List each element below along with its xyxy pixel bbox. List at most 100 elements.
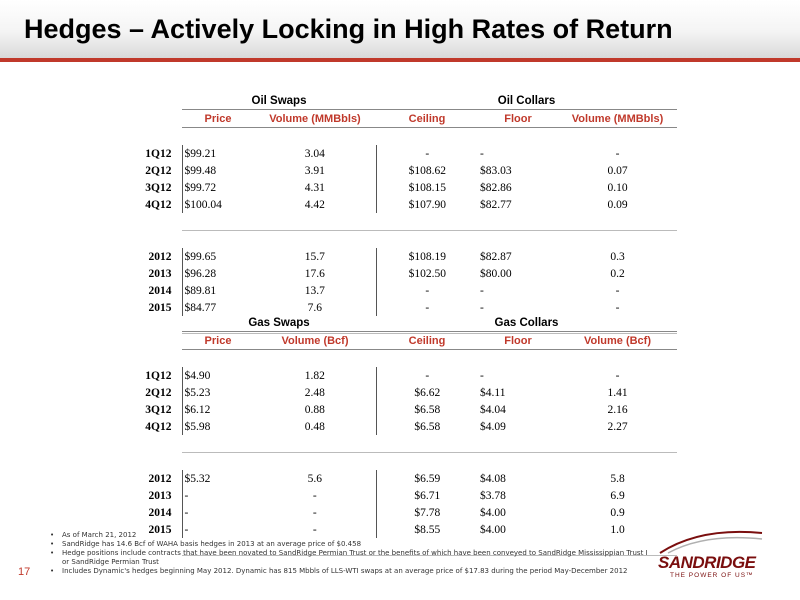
row-label: 3Q12 bbox=[145, 181, 172, 194]
table-row: 2014 $89.81 13.7- - - bbox=[127, 282, 677, 299]
footnotes: As of March 21, 2012 SandRidge has 14.6 … bbox=[50, 531, 650, 576]
table-row: 2Q12 $99.48 3.91 $108.62 $83.03 0.07 bbox=[127, 162, 677, 179]
collar-ceiling-cell: - bbox=[375, 282, 478, 299]
collar-volume-cell: 0.9 bbox=[610, 506, 625, 519]
collar-ceiling-cell: $107.90 bbox=[375, 196, 478, 213]
collar-volume-cell: 0.10 bbox=[607, 181, 628, 194]
table-row: 2012 $5.32 5.6 $6.59 $4.08 5.8 bbox=[127, 470, 677, 487]
collar-ceiling-cell: $108.19 bbox=[375, 248, 478, 265]
row-label: 2Q12 bbox=[145, 164, 172, 177]
collar-floor-cell: $4.00 bbox=[480, 506, 506, 519]
swap-price-cell: - bbox=[181, 504, 254, 521]
row-label: 2Q12 bbox=[145, 386, 172, 399]
collar-floor-cell: - bbox=[480, 369, 484, 382]
swap-price-cell: $4.90 bbox=[181, 367, 254, 384]
page-title: Hedges – Actively Locking in High Rates … bbox=[24, 14, 673, 44]
gas-column-header-row: Price Volume (Bcf) Ceiling Floor Volume … bbox=[127, 331, 677, 350]
row-label: 1Q12 bbox=[145, 147, 172, 160]
swap-price-cell: $99.48 bbox=[181, 162, 254, 179]
row-label: 2012 bbox=[148, 250, 172, 263]
collar-floor-cell: $4.04 bbox=[480, 403, 506, 416]
swap-volume-cell: 4.31 bbox=[304, 181, 325, 194]
collar-floor-cell: - bbox=[480, 301, 484, 314]
footnote: Includes Dynamic's hedges beginning May … bbox=[50, 567, 650, 576]
swap-price-cell: $96.28 bbox=[181, 265, 254, 282]
row-label: 2014 bbox=[148, 284, 172, 297]
table-row: 2014- - $7.78 $4.00 0.9 bbox=[127, 504, 677, 521]
collar-ceiling-cell: $6.62 bbox=[375, 384, 478, 401]
column-header: Ceiling bbox=[376, 109, 478, 128]
swap-price-cell: $99.65 bbox=[181, 248, 254, 265]
swap-volume-cell: 17.6 bbox=[304, 267, 325, 280]
swap-price-cell: $89.81 bbox=[181, 282, 254, 299]
swap-volume-cell: 7.6 bbox=[307, 301, 322, 314]
collar-volume-cell: 0.3 bbox=[610, 250, 625, 263]
swap-price-cell: $6.12 bbox=[181, 401, 254, 418]
column-header: Volume (MMBbls) bbox=[558, 109, 678, 128]
collar-volume-cell: 2.27 bbox=[607, 420, 628, 433]
collar-ceiling-cell: $7.78 bbox=[375, 504, 478, 521]
swap-price-cell: $5.23 bbox=[181, 384, 254, 401]
oil-swaps-group-label: Oil Swaps bbox=[182, 92, 376, 110]
row-label: 4Q12 bbox=[145, 420, 172, 433]
column-header: Price bbox=[182, 331, 254, 350]
oil-collars-group-label: Oil Collars bbox=[376, 92, 678, 110]
swap-volume-cell: - bbox=[312, 506, 317, 519]
swap-price-cell: - bbox=[181, 487, 254, 504]
swap-price-cell: $99.21 bbox=[181, 145, 254, 162]
collar-volume-cell: - bbox=[615, 369, 620, 382]
gas-collars-group-label: Gas Collars bbox=[376, 314, 677, 332]
table-row: 1Q12 $4.90 1.82- - - bbox=[127, 367, 677, 384]
row-label: 2012 bbox=[148, 472, 172, 485]
table-row: 1Q12 $99.21 3.04- - - bbox=[127, 145, 677, 162]
row-label: 4Q12 bbox=[145, 198, 172, 211]
swap-price-cell: $84.77 bbox=[181, 299, 254, 316]
collar-volume-cell: - bbox=[615, 284, 620, 297]
collar-floor-cell: $80.00 bbox=[480, 267, 512, 280]
collar-volume-cell: 0.09 bbox=[607, 198, 628, 211]
collar-floor-cell: - bbox=[480, 147, 484, 160]
collar-volume-cell: 6.9 bbox=[610, 489, 625, 502]
swap-price-cell: $5.98 bbox=[181, 418, 254, 435]
swap-volume-cell: 13.7 bbox=[304, 284, 325, 297]
swap-volume-cell: - bbox=[312, 489, 317, 502]
swap-volume-cell: 15.7 bbox=[304, 250, 325, 263]
swap-volume-cell: 0.88 bbox=[304, 403, 325, 416]
collar-ceiling-cell: $6.59 bbox=[375, 470, 478, 487]
collar-ceiling-cell: $6.58 bbox=[375, 401, 478, 418]
table-row: 2012 $99.65 15.7 $108.19 $82.87 0.3 bbox=[127, 248, 677, 265]
table-row: 3Q12 $6.12 0.88 $6.58 $4.04 2.16 bbox=[127, 401, 677, 418]
swap-volume-cell: 4.42 bbox=[304, 198, 325, 211]
collar-floor-cell: $83.03 bbox=[480, 164, 512, 177]
footnote: As of March 21, 2012 bbox=[50, 531, 650, 540]
swap-volume-cell: 2.48 bbox=[304, 386, 325, 399]
row-label: 2013 bbox=[148, 489, 172, 502]
logo-wordmark: SANDRIDGE bbox=[658, 553, 756, 572]
collar-ceiling-cell: $6.58 bbox=[375, 418, 478, 435]
logo-tagline: THE POWER OF US™ bbox=[670, 572, 754, 579]
collar-volume-cell: 0.07 bbox=[607, 164, 628, 177]
swap-volume-cell: 3.04 bbox=[304, 147, 325, 160]
collar-floor-cell: $82.77 bbox=[480, 198, 512, 211]
collar-floor-cell: $82.87 bbox=[480, 250, 512, 263]
collar-floor-cell: $82.86 bbox=[480, 181, 512, 194]
collar-floor-cell: - bbox=[480, 284, 484, 297]
footnote: Hedge positions include contracts that h… bbox=[50, 549, 650, 567]
collar-ceiling-cell: $108.15 bbox=[375, 179, 478, 196]
column-header: Price bbox=[182, 109, 254, 128]
table-row: 4Q12 $5.98 0.48 $6.58 $4.09 2.27 bbox=[127, 418, 677, 435]
collar-ceiling-cell: - bbox=[375, 145, 478, 162]
sandridge-logo: SANDRIDGE THE POWER OF US™ bbox=[650, 525, 770, 585]
table-row: 2013- - $6.71 $3.78 6.9 bbox=[127, 487, 677, 504]
collar-ceiling-cell: $102.50 bbox=[375, 265, 478, 282]
footnote: SandRidge has 14.6 Bcf of WAHA basis hed… bbox=[50, 540, 650, 549]
collar-ceiling-cell: - bbox=[375, 299, 478, 316]
collar-ceiling-cell: $6.71 bbox=[375, 487, 478, 504]
row-label: 2015 bbox=[148, 301, 172, 314]
collar-volume-cell: 0.2 bbox=[610, 267, 625, 280]
column-header: Volume (Bcf) bbox=[254, 331, 376, 350]
gas-swaps-group-label: Gas Swaps bbox=[182, 314, 376, 332]
swap-volume-cell: - bbox=[312, 523, 317, 536]
collar-floor-cell: $4.09 bbox=[480, 420, 506, 433]
collar-floor-cell: $4.08 bbox=[480, 472, 506, 485]
